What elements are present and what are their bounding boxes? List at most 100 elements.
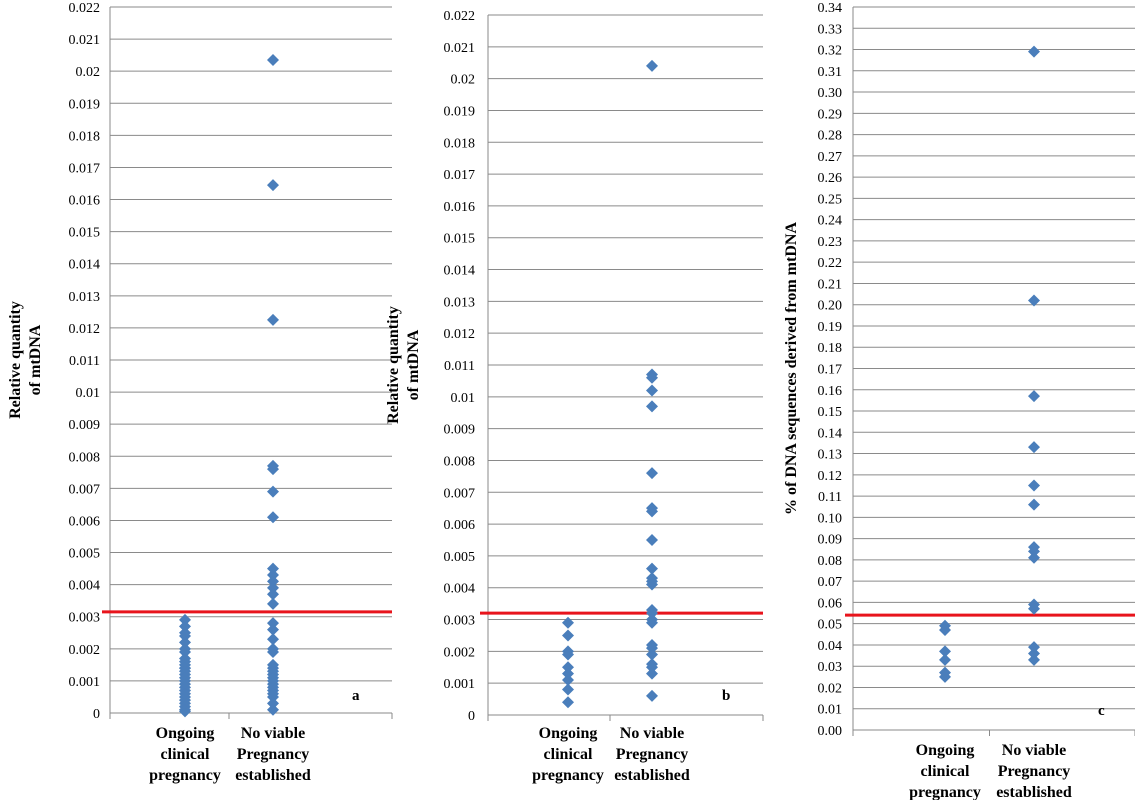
data-point (939, 670, 951, 683)
data-point (267, 581, 279, 594)
data-point (1028, 653, 1040, 666)
y-tick-label: 0.09 (818, 533, 843, 548)
category-label: Ongoing (539, 725, 598, 742)
y-tick-label: 0.23 (818, 235, 843, 250)
y-tick-label: 0.18 (818, 341, 843, 356)
y-tick-label: 0.011 (444, 359, 475, 374)
category-label: Pregnancy (237, 746, 310, 763)
data-point (939, 653, 951, 666)
y-tick-label: 0.27 (818, 150, 843, 165)
data-point (1028, 602, 1040, 615)
y-tick-label: 0.31 (818, 65, 843, 80)
category-label: No viable (620, 725, 684, 742)
y-tick-label: 0.022 (444, 9, 476, 24)
y-tick-label: 0.018 (444, 136, 476, 151)
y-tick-label: 0.16 (818, 384, 843, 399)
y-tick-label: 0.05 (818, 618, 843, 633)
data-point (562, 648, 574, 661)
y-tick-label: 0.12 (818, 469, 843, 484)
y-tick-label: 0.32 (818, 44, 843, 59)
data-point (646, 384, 658, 397)
category-label: clinical (921, 763, 970, 780)
chart-panel-b: 0 0.001 0.002 0.003 0.004 0.005 0.006 0.007 0.00… (385, 9, 764, 784)
data-point (267, 633, 279, 646)
y-tick-label: 0.017 (444, 168, 476, 183)
y-tick-label: 0.25 (818, 192, 843, 207)
y-tick-label: 0.15 (818, 405, 843, 420)
data-point (267, 463, 279, 476)
y-axis-title: % of DNA sequences derived from mtDNA (783, 222, 800, 515)
y-tick-label: 0.007 (69, 482, 101, 497)
y-tick-label: 0.01 (818, 703, 843, 718)
data-point (267, 313, 279, 326)
data-point (562, 629, 574, 642)
y-axis-title: Relative quantity (7, 301, 24, 419)
y-tick-label: 0.013 (444, 295, 476, 310)
y-tick-label: 0 (468, 709, 475, 724)
data-point (267, 697, 279, 710)
y-tick-label: 0.005 (444, 550, 476, 565)
category-label: clinical (544, 746, 593, 763)
panel-letter: b (722, 688, 730, 704)
category-label: Ongoing (156, 725, 215, 742)
category-label: pregnancy (149, 767, 221, 784)
data-point (646, 562, 658, 575)
category-label: No viable (241, 725, 305, 742)
y-tick-label: 0.002 (444, 645, 476, 660)
data-point (646, 534, 658, 546)
category-label: Ongoing (916, 742, 975, 759)
data-point (179, 636, 191, 649)
data-point (646, 607, 658, 620)
data-point (267, 646, 279, 659)
chart-panel-a: 0 0.001 0.002 0.003 0.004 0.005 0.006 0.007 0.00… (7, 1, 393, 784)
y-tick-label: 0.011 (69, 354, 100, 369)
y-tick-label: 0.06 (818, 596, 843, 611)
y-tick-label: 0.24 (818, 214, 843, 229)
y-tick-label: 0.29 (818, 107, 843, 122)
data-point (267, 703, 279, 716)
y-tick-label: 0.34 (818, 1, 843, 16)
data-point (1028, 647, 1040, 660)
panel-letter: c (1098, 703, 1105, 719)
y-tick-label: 0.10 (818, 511, 843, 526)
data-point (179, 646, 191, 659)
y-tick-label: 0.007 (444, 486, 476, 501)
category-label: pregnancy (909, 784, 981, 800)
y-tick-label: 0.009 (444, 423, 476, 438)
y-tick-label: 0 (93, 707, 100, 722)
y-tick-label: 0.33 (818, 22, 843, 37)
y-tick-label: 0.22 (818, 256, 843, 271)
data-point (267, 562, 279, 575)
data-point (646, 661, 658, 674)
y-tick-label: 0.013 (69, 290, 101, 305)
y-tick-label: 0.001 (69, 675, 101, 690)
y-tick-label: 0.02 (451, 73, 476, 88)
y-tick-label: 0.004 (69, 579, 101, 594)
data-point (267, 485, 279, 498)
data-point (267, 569, 279, 582)
y-tick-label: 0.14 (818, 426, 843, 441)
y-tick-label: 0.28 (818, 129, 843, 144)
y-tick-label: 0.003 (444, 614, 476, 629)
data-point (646, 667, 658, 680)
data-point (646, 505, 658, 518)
y-tick-label: 0.009 (69, 418, 101, 433)
y-tick-label: 0.001 (444, 677, 476, 692)
y-tick-label: 0.008 (69, 450, 101, 465)
data-point (1028, 545, 1040, 558)
y-tick-label: 0.006 (444, 518, 476, 533)
y-tick-label: 0.012 (69, 322, 101, 337)
y-tick-label: 0.019 (444, 104, 476, 119)
category-label: No viable (1002, 742, 1066, 759)
data-point (267, 617, 279, 630)
y-tick-label: 0.004 (444, 582, 476, 597)
data-point (1028, 294, 1040, 307)
data-point (939, 624, 951, 637)
data-point (646, 578, 658, 591)
y-tick-label: 0.015 (69, 226, 101, 241)
y-tick-label: 0.13 (818, 448, 843, 463)
data-point (646, 689, 658, 702)
y-axis-title: Relative quantity (385, 306, 402, 424)
y-tick-label: 0.019 (69, 97, 101, 112)
